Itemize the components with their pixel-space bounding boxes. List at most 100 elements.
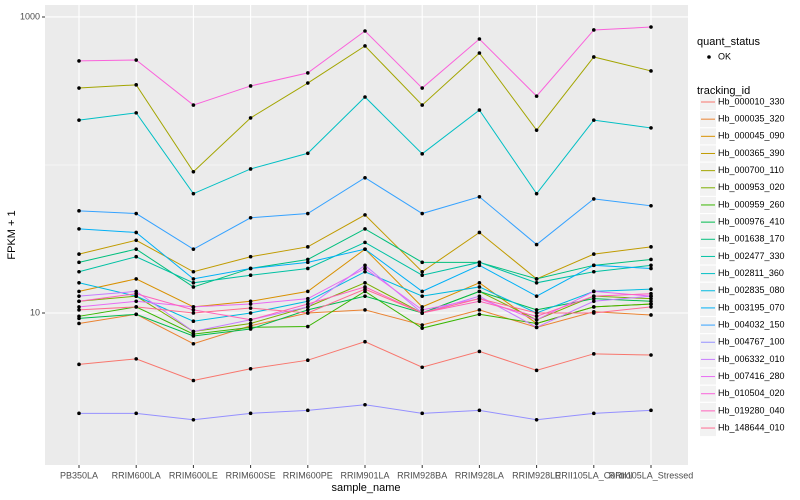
- data-point: [477, 349, 482, 354]
- x-tick-label: RRIM600LE: [169, 470, 218, 480]
- data-point: [248, 84, 253, 88]
- data-point: [649, 257, 653, 262]
- data-point: [420, 103, 425, 107]
- data-point: [306, 408, 310, 413]
- data-point: [134, 411, 138, 416]
- data-point: [248, 254, 253, 259]
- data-point: [248, 411, 253, 416]
- data-point: [477, 408, 482, 413]
- y-axis-title: FPKM + 1: [6, 210, 18, 259]
- data-point: [306, 302, 310, 306]
- data-point: [363, 402, 367, 407]
- data-point: [191, 169, 196, 174]
- data-point: [420, 326, 425, 330]
- x-tick-label: RRIM600SE: [226, 470, 276, 480]
- data-point: [420, 273, 425, 278]
- data-point: [248, 273, 253, 278]
- data-point: [592, 305, 596, 309]
- data-point: [592, 269, 596, 274]
- data-point: [306, 266, 310, 271]
- data-point: [306, 257, 310, 262]
- legend-label: Hb_006332_010: [718, 354, 785, 364]
- data-point: [191, 417, 196, 422]
- data-point: [477, 51, 482, 55]
- data-point: [363, 44, 367, 48]
- legend-label: Hb_007416_280: [718, 371, 785, 381]
- legend-label: Hb_003195_070: [718, 302, 785, 312]
- data-point: [649, 266, 653, 271]
- legend-label: Hb_000959_260: [718, 199, 785, 209]
- data-point: [134, 277, 138, 281]
- data-point: [248, 266, 253, 271]
- data-point: [649, 126, 653, 130]
- data-point: [306, 151, 310, 156]
- data-point: [248, 327, 253, 331]
- data-point: [134, 238, 138, 243]
- data-point: [306, 296, 310, 301]
- data-point: [649, 25, 653, 29]
- data-point: [477, 289, 482, 294]
- data-point: [191, 341, 196, 346]
- data-point: [77, 86, 81, 90]
- data-point: [248, 366, 253, 371]
- data-point: [134, 247, 138, 251]
- data-point: [248, 321, 253, 326]
- data-point: [191, 378, 196, 383]
- legend-label: Hb_148644_010: [718, 422, 785, 432]
- data-point: [649, 287, 653, 291]
- data-point: [77, 316, 81, 321]
- data-point: [649, 305, 653, 309]
- data-point: [306, 311, 310, 315]
- data-point: [592, 197, 596, 201]
- data-point: [134, 58, 138, 62]
- legend-label: Hb_001638_170: [718, 234, 785, 244]
- data-point: [477, 108, 482, 112]
- data-point: [592, 411, 596, 416]
- x-tick-label: RRIM928LA: [455, 470, 504, 480]
- data-point: [477, 312, 482, 317]
- legend-label: Hb_000976_410: [718, 216, 785, 226]
- x-tick-label: RRIM901LA: [340, 470, 389, 480]
- legend-label: Hb_004032_150: [718, 319, 785, 329]
- y-tick-label: 1000: [20, 11, 40, 21]
- data-point: [248, 306, 253, 310]
- data-point: [77, 289, 81, 294]
- data-point: [77, 294, 81, 298]
- data-point: [534, 317, 539, 322]
- data-point: [363, 308, 367, 312]
- data-point: [592, 28, 596, 32]
- data-point: [534, 280, 539, 285]
- data-point: [649, 291, 653, 296]
- data-point: [306, 211, 310, 216]
- data-point: [77, 209, 81, 213]
- data-point: [592, 352, 596, 356]
- data-point: [306, 81, 310, 85]
- legend-label: Hb_002835_080: [718, 285, 785, 295]
- data-point: [592, 263, 596, 268]
- data-point: [477, 296, 482, 301]
- data-point: [191, 308, 196, 312]
- data-point: [420, 365, 425, 370]
- data-point: [592, 289, 596, 294]
- data-point: [77, 252, 81, 256]
- grid: [45, 5, 688, 465]
- data-point: [649, 302, 653, 306]
- data-point: [191, 103, 196, 107]
- data-point: [363, 95, 367, 99]
- data-point: [477, 263, 482, 268]
- data-point: [134, 305, 138, 309]
- data-point: [191, 285, 196, 289]
- data-point: [420, 211, 425, 216]
- data-point: [420, 152, 425, 156]
- data-point: [534, 277, 539, 281]
- legend-label: Hb_000365_390: [718, 148, 785, 158]
- data-point: [248, 302, 253, 306]
- data-point: [534, 191, 539, 196]
- data-point: [420, 260, 425, 265]
- x-tick-label: RRII105LA_Stressed: [609, 470, 694, 480]
- x-tick-label: RRIM928LE: [512, 470, 561, 480]
- data-point: [592, 294, 596, 298]
- data-point: [477, 37, 482, 41]
- legend-label: Hb_019280_040: [718, 405, 785, 415]
- data-point: [363, 227, 367, 231]
